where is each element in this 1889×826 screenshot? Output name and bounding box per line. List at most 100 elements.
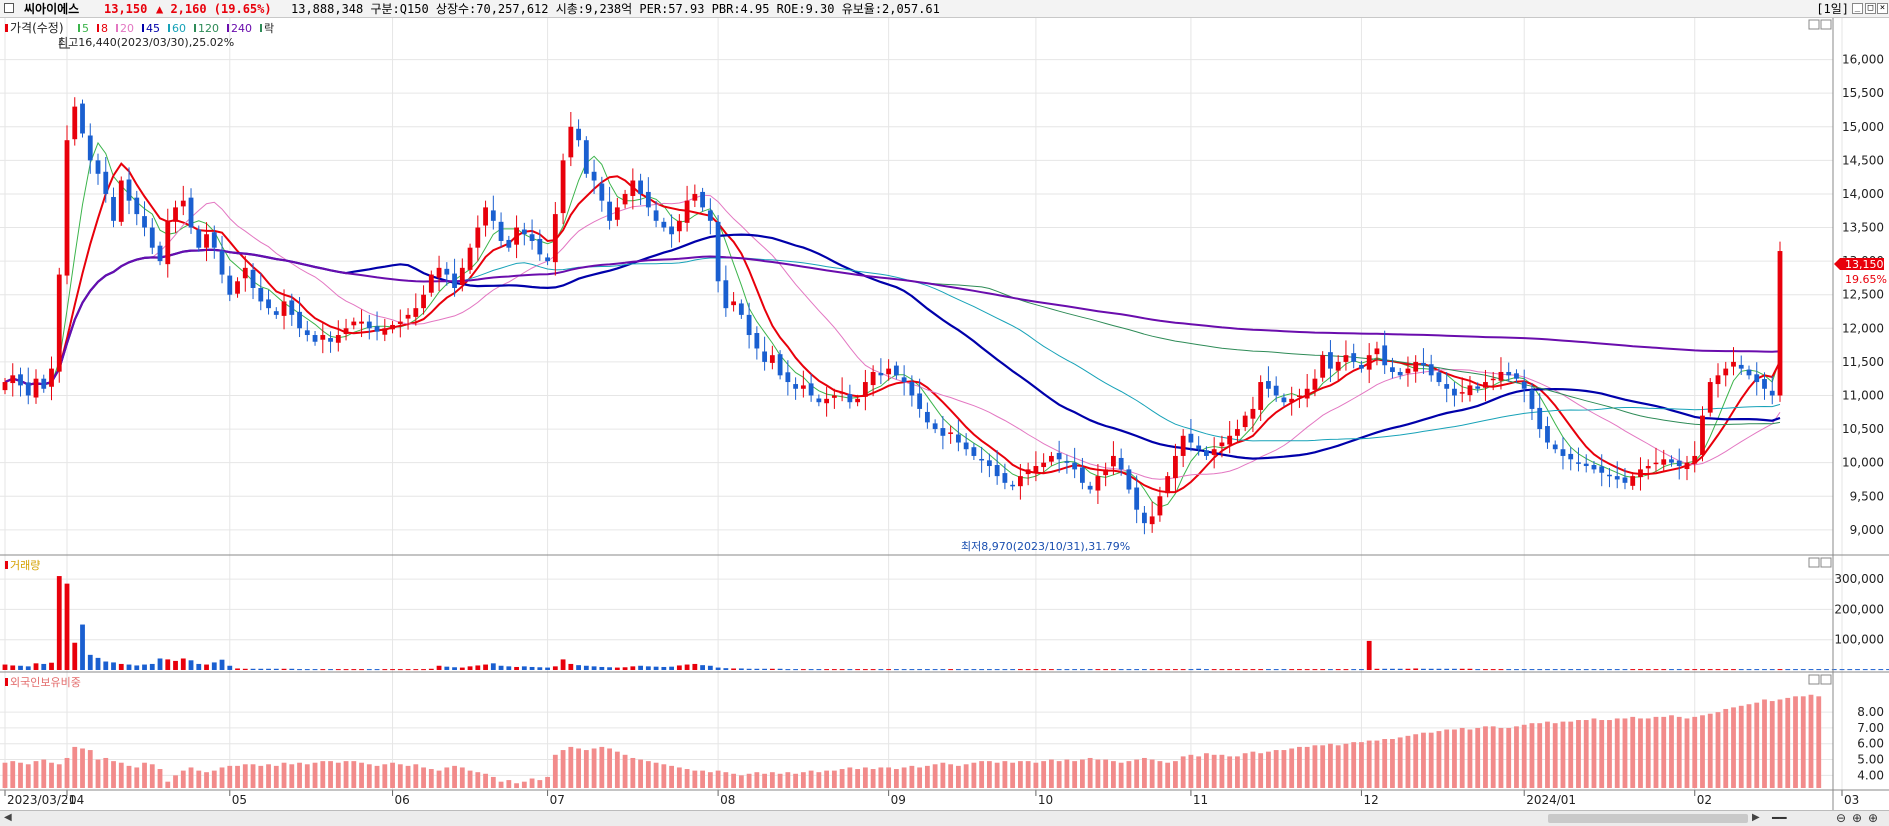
- volume-bar: [2, 664, 8, 670]
- candle-body: [196, 229, 202, 248]
- foreign-ratio-bar: [824, 770, 830, 788]
- foreign-ratio-bar: [1490, 726, 1496, 788]
- foreign-ratio-bar: [1498, 727, 1504, 788]
- stock-header-bar: 씨아이에스 13,150 ▲ 2,160 (19.65%) 13,888,348…: [0, 0, 1889, 18]
- foreign-ratio-bar: [653, 762, 659, 788]
- candle-body: [847, 394, 853, 403]
- candle-body: [808, 383, 814, 396]
- foreign-ratio-bar: [971, 762, 977, 788]
- volume-bar: [948, 669, 954, 671]
- stock-name: 씨아이에스: [24, 2, 80, 16]
- candle-body: [1762, 379, 1767, 389]
- candle-body: [173, 207, 178, 222]
- foreign-ratio-bar: [1777, 699, 1783, 788]
- candle-body: [738, 303, 744, 315]
- date-tick-label: 07: [550, 793, 565, 807]
- candle-body: [1297, 395, 1302, 397]
- volume-bar: [676, 665, 682, 670]
- close-icon[interactable]: ×: [1877, 3, 1888, 14]
- candle-body: [1483, 382, 1488, 388]
- scroll-thumb[interactable]: [1548, 814, 1748, 823]
- foreign-ratio-bar: [273, 765, 279, 788]
- minimize-icon[interactable]: _: [1852, 3, 1863, 14]
- volume-bar: [1777, 669, 1783, 671]
- foreign-ratio-bar: [1048, 759, 1054, 788]
- scroll-left-icon[interactable]: ◀: [4, 812, 12, 823]
- chart-area[interactable]: 9,000 9,500 10,000 10,500 11,000 11,500 12,000…: [0, 18, 1889, 810]
- foreign-ratio-bar: [1056, 761, 1062, 788]
- candle-body: [1537, 407, 1543, 430]
- candle-body: [506, 239, 512, 248]
- volume-bar: [1087, 669, 1093, 671]
- volume-bar: [731, 668, 737, 670]
- volume-bar: [1413, 668, 1419, 670]
- volume-bar: [1072, 669, 1078, 671]
- candle-body: [33, 378, 39, 398]
- period-selector[interactable]: [1일]: [1816, 2, 1849, 16]
- candle-body: [266, 299, 271, 309]
- zoom-in-icon[interactable]: ⊕: [1852, 811, 1863, 825]
- panel-controls[interactable]: [1808, 19, 1832, 685]
- volume-bar: [1025, 669, 1031, 671]
- foreign-ratio-bar: [1529, 723, 1535, 788]
- volume-bar: [25, 666, 31, 670]
- legend-extra: 락: [264, 22, 274, 35]
- foreign-ratio-bar: [258, 765, 264, 788]
- candle-body: [1521, 381, 1527, 389]
- volume-bar: [1785, 669, 1791, 671]
- candle-body: [692, 193, 698, 201]
- volume-bar: [459, 667, 465, 670]
- foreign-ratio-bar: [552, 754, 558, 788]
- foreign-ratio-bar: [1312, 745, 1318, 788]
- volume-bar: [506, 666, 512, 670]
- volume-bar: [1452, 668, 1457, 670]
- foreign-ratio-bar: [1723, 708, 1729, 788]
- volume-bar: [1707, 669, 1713, 671]
- candle-body: [1111, 455, 1116, 467]
- candle-body: [607, 201, 612, 221]
- date-tick-label: 2024/01: [1526, 793, 1576, 807]
- scroll-right-icon[interactable]: ▶: [1752, 812, 1760, 823]
- restore-icon[interactable]: □: [1865, 3, 1876, 14]
- candle-body: [1281, 397, 1287, 403]
- volume-bar: [862, 669, 868, 671]
- volume-bar: [498, 665, 504, 670]
- foreign-ratio-bar: [1211, 754, 1217, 788]
- volume-bar: [1483, 669, 1488, 671]
- date-tick-label: 04: [69, 793, 84, 807]
- candle-body: [1266, 381, 1271, 389]
- candle-body: [676, 220, 682, 232]
- foreign-ratio-bar: [1692, 716, 1698, 788]
- foreign-ratio-bar: [390, 762, 395, 788]
- zoom-out-icon[interactable]: ⊖: [1836, 811, 1847, 825]
- zoom-reset-icon[interactable]: ⊕: [1868, 811, 1879, 825]
- horizontal-scrollbar[interactable]: ◀ ▶ ━━ ⊖ ⊕ ⊕: [0, 810, 1889, 826]
- foreign-ratio-bar: [1467, 729, 1473, 788]
- volume-bar: [1359, 669, 1364, 671]
- volume-bar: [1560, 669, 1566, 671]
- price-legend: 가격(수정) 5 8 20 45 60 120 240 락: [5, 21, 274, 35]
- candle-body: [103, 171, 109, 194]
- candle-body: [1351, 353, 1357, 362]
- price-tag-pct: 19.65%: [1845, 273, 1887, 286]
- volume-bar: [452, 667, 457, 670]
- volume-bar: [1134, 669, 1140, 671]
- foreign-ratio-bar: [10, 761, 16, 788]
- volume-bar: [242, 668, 248, 670]
- foreign-ratio-bar: [1351, 742, 1357, 788]
- candle-body: [111, 196, 116, 221]
- foreign-ratio-bar: [1219, 754, 1225, 788]
- candle-body: [1529, 389, 1535, 409]
- candle-body: [351, 321, 357, 326]
- volume-bar: [1607, 669, 1612, 671]
- candle-body: [421, 294, 426, 309]
- volume-bar: [1529, 669, 1535, 671]
- volume-bar: [653, 666, 659, 670]
- header-checkbox[interactable]: [4, 3, 14, 13]
- zoom-slider-icon[interactable]: ━━: [1772, 811, 1787, 825]
- foreign-ratio-bar: [1707, 713, 1713, 788]
- candle-body: [219, 250, 225, 275]
- foreign-ratio-bar: [111, 761, 116, 788]
- volume-bar: [661, 666, 667, 670]
- volume-bar: [126, 664, 132, 670]
